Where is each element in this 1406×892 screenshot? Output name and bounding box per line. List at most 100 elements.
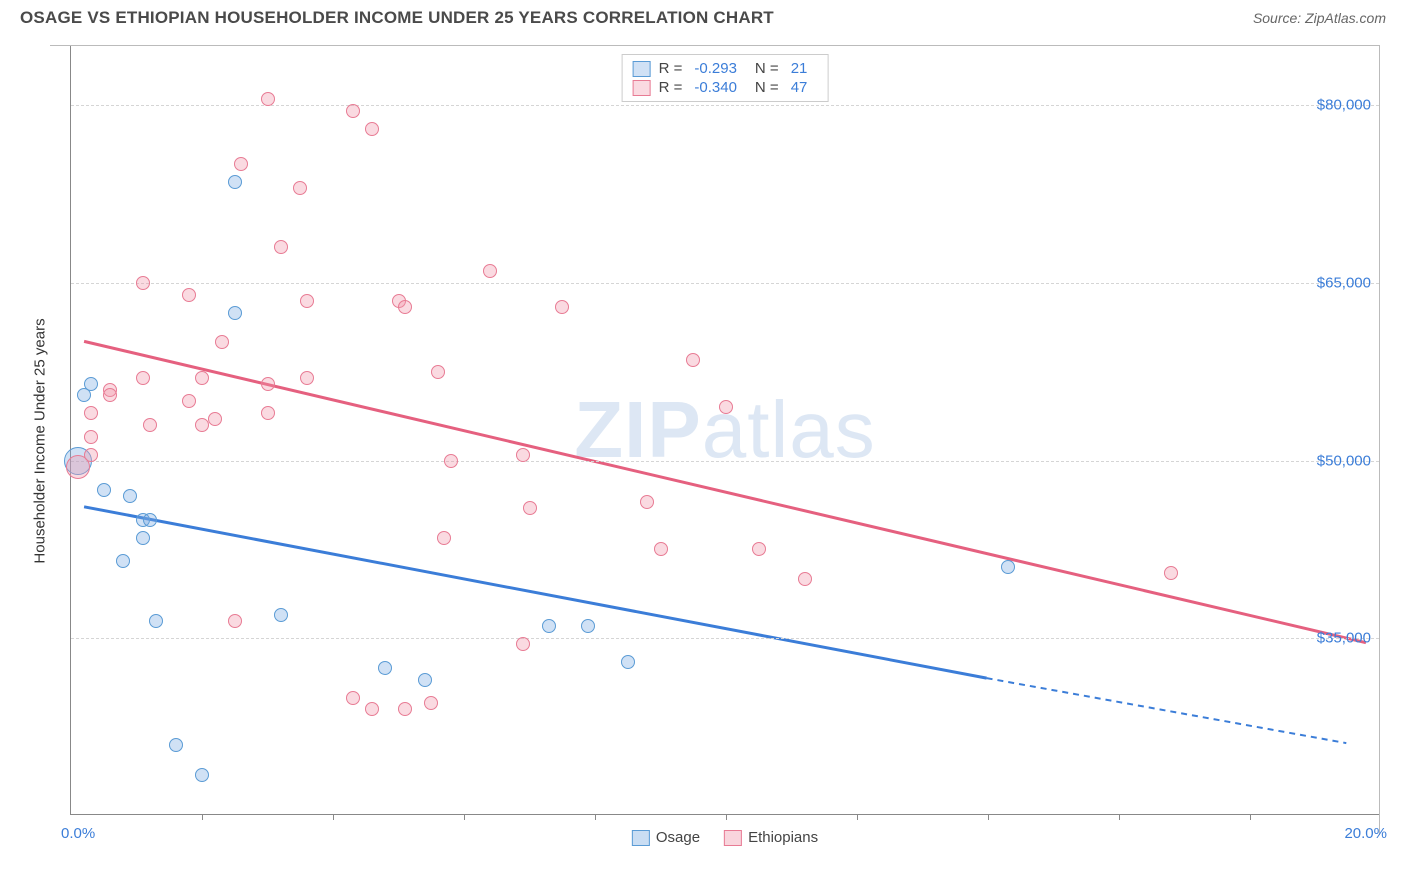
data-point (418, 673, 432, 687)
data-point (300, 371, 314, 385)
data-point (136, 531, 150, 545)
data-point (1164, 566, 1178, 580)
stat-n-value: 47 (791, 79, 808, 96)
x-tick (726, 814, 727, 820)
data-point (195, 418, 209, 432)
data-point (555, 300, 569, 314)
data-point (228, 614, 242, 628)
data-point (84, 430, 98, 444)
data-point (719, 400, 733, 414)
trend-lines-svg (71, 46, 1379, 814)
watermark: ZIPatlas (574, 384, 875, 476)
data-point (182, 288, 196, 302)
data-point (752, 542, 766, 556)
y-tick-label: $50,000 (1317, 452, 1371, 469)
stats-row: R = -0.293 N = 21 (633, 59, 818, 78)
legend-label: Osage (656, 829, 700, 846)
data-point (398, 702, 412, 716)
data-point (228, 175, 242, 189)
data-point (346, 104, 360, 118)
data-point (143, 418, 157, 432)
x-tick (1250, 814, 1251, 820)
data-point (103, 388, 117, 402)
data-point (143, 513, 157, 527)
data-point (365, 702, 379, 716)
stat-r-label: R = (659, 79, 683, 96)
bottom-legend: Osage Ethiopians (632, 829, 818, 846)
data-point (116, 554, 130, 568)
x-tick (1119, 814, 1120, 820)
data-point (228, 306, 242, 320)
data-point (424, 696, 438, 710)
data-point (136, 276, 150, 290)
grid-line (71, 638, 1379, 639)
data-point (686, 353, 700, 367)
legend-swatch (632, 830, 650, 846)
data-point (798, 572, 812, 586)
legend-item: Osage (632, 829, 700, 846)
grid-line (71, 461, 1379, 462)
data-point (136, 371, 150, 385)
data-point (581, 619, 595, 633)
source-label: Source: ZipAtlas.com (1253, 10, 1386, 26)
data-point (378, 661, 392, 675)
data-point (274, 608, 288, 622)
stat-r-value: -0.293 (694, 60, 737, 77)
y-tick-label: $80,000 (1317, 97, 1371, 114)
data-point (234, 157, 248, 171)
stat-r-value: -0.340 (694, 79, 737, 96)
data-point (195, 371, 209, 385)
data-point (516, 448, 530, 462)
data-point (346, 691, 360, 705)
data-point (84, 377, 98, 391)
legend-item: Ethiopians (724, 829, 818, 846)
x-axis-max-label: 20.0% (1344, 825, 1387, 842)
x-tick (333, 814, 334, 820)
data-point (300, 294, 314, 308)
title-bar: OSAGE VS ETHIOPIAN HOUSEHOLDER INCOME UN… (0, 0, 1406, 32)
data-point (444, 454, 458, 468)
legend-swatch (633, 61, 651, 77)
stat-n-label: N = (755, 60, 779, 77)
data-point (149, 614, 163, 628)
data-point (365, 122, 379, 136)
y-tick-label: $65,000 (1317, 274, 1371, 291)
stats-legend: R = -0.293 N = 21 R = -0.340 N = 47 (622, 54, 829, 102)
data-point (123, 489, 137, 503)
y-axis-label: Householder Income Under 25 years (32, 318, 49, 563)
stat-n-value: 21 (791, 60, 808, 77)
data-point (293, 181, 307, 195)
data-point (261, 406, 275, 420)
data-point (261, 92, 275, 106)
data-point (169, 738, 183, 752)
data-point (274, 240, 288, 254)
data-point (516, 637, 530, 651)
plot-area: ZIPatlas R = -0.293 N = 21 R = -0.340 N = 47… (70, 46, 1379, 815)
legend-label: Ethiopians (748, 829, 818, 846)
data-point (1001, 560, 1015, 574)
data-point (437, 531, 451, 545)
data-point (215, 335, 229, 349)
data-point (195, 768, 209, 782)
stat-n-label: N = (755, 79, 779, 96)
legend-swatch (724, 830, 742, 846)
x-tick (464, 814, 465, 820)
data-point (621, 655, 635, 669)
data-point (640, 495, 654, 509)
data-point (208, 412, 222, 426)
data-point (523, 501, 537, 515)
x-axis-min-label: 0.0% (61, 825, 95, 842)
grid-line (71, 283, 1379, 284)
stat-r-label: R = (659, 60, 683, 77)
data-point (654, 542, 668, 556)
stats-row: R = -0.340 N = 47 (633, 78, 818, 97)
data-point (182, 394, 196, 408)
data-point (84, 448, 98, 462)
data-point (542, 619, 556, 633)
chart-container: Householder Income Under 25 years ZIPatl… (50, 45, 1380, 835)
x-tick (988, 814, 989, 820)
data-point (84, 406, 98, 420)
data-point (261, 377, 275, 391)
legend-swatch (633, 80, 651, 96)
x-tick (857, 814, 858, 820)
